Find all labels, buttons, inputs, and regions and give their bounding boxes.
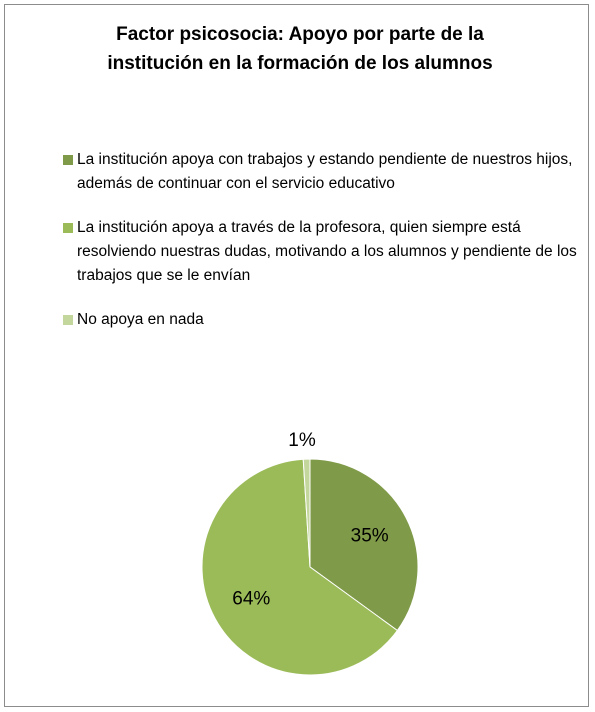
legend-label: La institución apoya con trabajos y esta… — [77, 151, 573, 192]
pie-slice — [302, 458, 311, 568]
data-label: 64% — [232, 588, 270, 609]
legend-label: No apoya en nada — [77, 311, 204, 328]
legend-swatch — [63, 315, 73, 325]
data-label: 1% — [288, 430, 316, 451]
pie-slice — [201, 458, 399, 676]
chart-title: Factor psicosocia: Apoyo por parte de la… — [107, 24, 493, 74]
chart-frame — [4, 4, 589, 707]
pie-slice — [309, 458, 419, 632]
data-label: 35% — [351, 526, 389, 547]
legend-swatch — [63, 155, 73, 165]
legend: La institución apoya con trabajos y esta… — [63, 148, 583, 352]
legend-item: La institución apoya con trabajos y esta… — [63, 148, 583, 196]
legend-item: No apoya en nada — [63, 308, 583, 332]
legend-item: La institución apoya a través de la prof… — [63, 216, 583, 288]
legend-label: La institución apoya a través de la prof… — [77, 219, 577, 284]
legend-swatch — [63, 223, 73, 233]
